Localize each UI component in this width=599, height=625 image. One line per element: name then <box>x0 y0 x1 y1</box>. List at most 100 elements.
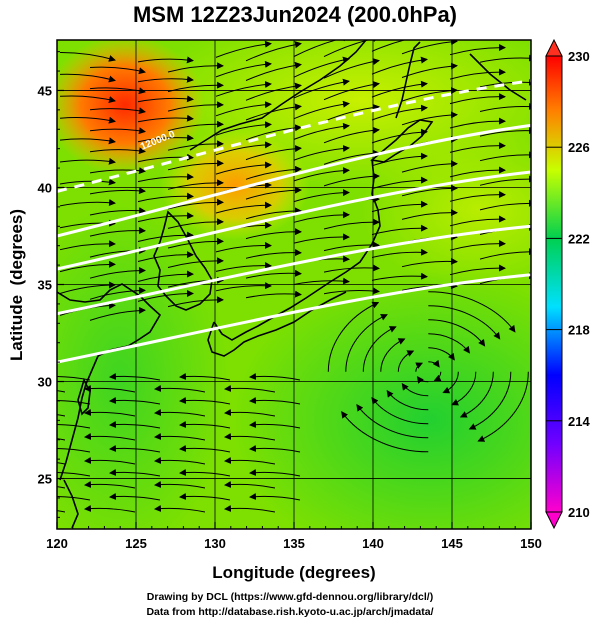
map-chart: 12000.0 120 125 130 135 140 145 150 2530354045… <box>7 9 590 582</box>
streamline <box>89 286 146 300</box>
streamline <box>323 126 380 144</box>
streamline <box>386 389 429 411</box>
streamline <box>401 184 458 197</box>
streamline <box>459 371 494 418</box>
streamline <box>323 218 380 230</box>
streamline <box>154 433 206 441</box>
streamline <box>167 237 224 249</box>
streamline <box>84 409 136 417</box>
streamline <box>372 11 427 28</box>
streamline <box>179 421 231 429</box>
streamline <box>215 201 272 214</box>
x-tick-label: 145 <box>441 536 463 551</box>
streamline <box>249 421 301 429</box>
streamline <box>57 438 66 441</box>
streamline <box>59 178 116 186</box>
streamline <box>179 469 231 477</box>
streamline <box>428 319 486 347</box>
streamline <box>167 120 224 132</box>
streamline <box>397 350 415 372</box>
streamline <box>449 93 506 105</box>
streamline <box>57 462 66 465</box>
streamline <box>167 257 224 268</box>
streamline <box>137 231 194 242</box>
streamline <box>137 114 194 123</box>
streamline <box>428 305 501 340</box>
streamline <box>371 248 428 258</box>
streamline <box>179 493 231 501</box>
streamline <box>428 291 516 333</box>
streamline <box>89 167 146 175</box>
streamline <box>57 486 66 489</box>
streamline <box>449 191 506 202</box>
streamline <box>371 396 429 425</box>
streamline <box>428 333 470 354</box>
streamline <box>89 266 146 279</box>
streamline <box>451 371 477 406</box>
streamline <box>57 399 91 405</box>
x-tick-label: 140 <box>362 536 384 551</box>
streamline <box>167 81 224 93</box>
streamline <box>57 423 91 429</box>
streamline <box>371 272 428 281</box>
streamline <box>245 269 302 279</box>
streamline <box>401 40 458 55</box>
streamline <box>215 141 272 156</box>
streamline <box>57 414 66 417</box>
streamline <box>293 189 350 203</box>
streamline <box>323 103 380 122</box>
streamline <box>224 481 276 489</box>
x-axis-label: Longitude (degrees) <box>212 563 375 582</box>
streamline <box>323 241 380 252</box>
streamline <box>167 179 224 190</box>
streamline <box>249 373 301 381</box>
streamline <box>449 264 506 276</box>
streamline <box>59 73 116 83</box>
coastline-china <box>57 283 162 481</box>
streamline <box>293 167 350 182</box>
streamline <box>401 209 458 220</box>
geopotential-contours <box>57 79 531 364</box>
streamline <box>57 495 91 501</box>
streamline <box>224 409 276 417</box>
streamline <box>137 290 194 302</box>
streamline <box>428 347 455 361</box>
streamline <box>59 260 116 273</box>
streamline <box>89 127 146 135</box>
colorbar-tick-label: 218 <box>568 323 590 338</box>
streamline <box>215 40 272 58</box>
streamline <box>327 301 380 372</box>
streamline <box>89 147 146 155</box>
streamline <box>401 87 458 102</box>
streamline <box>89 306 146 321</box>
streamline <box>59 95 116 103</box>
streamline <box>57 510 66 513</box>
streamline <box>137 212 194 223</box>
y-tick-label: 25 <box>38 472 52 487</box>
streamline <box>323 40 380 58</box>
streamline <box>167 218 224 229</box>
contour-line <box>57 170 531 271</box>
streamline <box>477 371 529 442</box>
colorbar-ticks: 210 214 218 222 226 230 <box>546 49 590 520</box>
streamline <box>480 9 535 13</box>
streamline <box>57 447 91 453</box>
x-tick-label: 120 <box>46 536 68 551</box>
streamline <box>245 41 302 62</box>
streamline <box>449 68 506 80</box>
streamline <box>401 257 458 268</box>
coastline-hokkaido <box>370 119 434 163</box>
streamline <box>293 122 350 140</box>
streamline <box>154 505 206 513</box>
colorbar-tick-label: 230 <box>568 49 590 64</box>
streamline <box>245 228 302 240</box>
streamline <box>293 233 350 244</box>
streamline <box>293 277 350 285</box>
credits: Drawing by DCL (https://www.gfd-dennou.o… <box>0 590 580 620</box>
streamline <box>59 240 116 251</box>
streamline <box>179 397 231 405</box>
streamline <box>449 240 506 251</box>
streamline <box>401 62 458 78</box>
streamline <box>449 117 506 129</box>
streamline <box>57 390 66 393</box>
